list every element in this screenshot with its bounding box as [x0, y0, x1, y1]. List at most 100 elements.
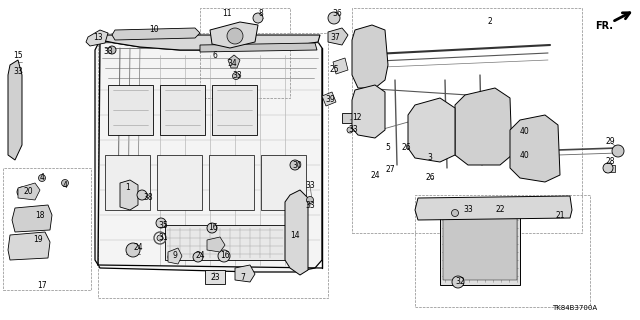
Text: 30: 30 — [292, 161, 302, 170]
Polygon shape — [408, 98, 455, 162]
Polygon shape — [352, 25, 388, 88]
Text: 33: 33 — [305, 201, 315, 210]
Circle shape — [290, 160, 300, 170]
Polygon shape — [352, 85, 385, 138]
Polygon shape — [285, 190, 308, 275]
Text: 24: 24 — [195, 251, 205, 260]
Text: TK84B3700A: TK84B3700A — [552, 305, 598, 311]
Bar — [157, 155, 202, 210]
Text: 33: 33 — [305, 180, 315, 189]
Polygon shape — [207, 237, 225, 252]
Circle shape — [515, 153, 525, 163]
Text: 23: 23 — [210, 274, 220, 283]
Circle shape — [137, 190, 147, 200]
Text: FR.: FR. — [595, 21, 613, 31]
Circle shape — [126, 243, 140, 257]
Bar — [3, 168, 91, 290]
Text: 7: 7 — [241, 274, 245, 283]
Text: 29: 29 — [605, 138, 615, 147]
Polygon shape — [95, 40, 322, 272]
Text: 27: 27 — [385, 165, 395, 174]
Circle shape — [157, 235, 163, 241]
Text: 6: 6 — [212, 51, 218, 60]
Bar — [443, 218, 517, 280]
Text: 38: 38 — [143, 194, 153, 203]
Polygon shape — [18, 183, 40, 200]
Bar — [352, 8, 582, 233]
Bar — [415, 195, 590, 307]
Polygon shape — [210, 22, 258, 48]
Text: 21: 21 — [556, 211, 564, 220]
Circle shape — [193, 252, 203, 262]
Text: 24: 24 — [133, 244, 143, 252]
Text: 33: 33 — [463, 205, 473, 214]
Text: 39: 39 — [325, 95, 335, 105]
Text: 26: 26 — [425, 173, 435, 182]
Bar — [160, 85, 205, 135]
Polygon shape — [510, 115, 560, 182]
Circle shape — [515, 130, 525, 140]
Bar — [18, 210, 46, 228]
Bar — [440, 215, 520, 285]
Text: 28: 28 — [605, 157, 615, 166]
Text: 1: 1 — [125, 182, 131, 191]
Circle shape — [451, 210, 458, 217]
Circle shape — [17, 187, 27, 197]
Circle shape — [156, 218, 166, 228]
Bar — [605, 165, 615, 172]
Polygon shape — [322, 92, 336, 106]
Text: 31: 31 — [158, 234, 168, 243]
Polygon shape — [168, 248, 182, 264]
Polygon shape — [8, 60, 22, 160]
Polygon shape — [455, 88, 512, 165]
Text: 3: 3 — [428, 154, 433, 163]
Polygon shape — [12, 205, 52, 232]
Circle shape — [612, 145, 624, 157]
Text: 20: 20 — [23, 188, 33, 196]
Text: 19: 19 — [33, 236, 43, 244]
Text: 36: 36 — [332, 9, 342, 18]
Polygon shape — [415, 196, 572, 220]
Circle shape — [207, 223, 217, 233]
Circle shape — [38, 174, 45, 181]
Text: 33: 33 — [232, 70, 242, 79]
Text: 22: 22 — [495, 205, 505, 214]
Text: 13: 13 — [93, 34, 103, 43]
Bar — [358, 38, 378, 58]
Polygon shape — [86, 30, 108, 46]
Text: 35: 35 — [158, 220, 168, 229]
Polygon shape — [235, 265, 255, 282]
Circle shape — [232, 73, 239, 79]
Circle shape — [328, 12, 340, 24]
Circle shape — [61, 180, 68, 187]
Text: 2: 2 — [488, 18, 492, 27]
Polygon shape — [333, 58, 348, 74]
Bar — [358, 62, 378, 80]
Text: 11: 11 — [222, 9, 232, 18]
Text: 8: 8 — [259, 9, 264, 18]
Text: 9: 9 — [173, 251, 177, 260]
Polygon shape — [120, 180, 138, 210]
Text: 33: 33 — [103, 47, 113, 57]
Circle shape — [347, 127, 353, 133]
Circle shape — [253, 13, 263, 23]
Bar — [522, 128, 550, 150]
Text: 32: 32 — [455, 277, 465, 286]
Bar — [261, 155, 306, 210]
Bar — [460, 135, 500, 157]
Text: 40: 40 — [520, 127, 530, 137]
Bar — [98, 33, 328, 298]
Text: 25: 25 — [329, 66, 339, 75]
Text: 15: 15 — [13, 51, 23, 60]
Text: 17: 17 — [37, 281, 47, 290]
Text: 5: 5 — [385, 143, 390, 153]
Bar — [165, 225, 285, 260]
Circle shape — [452, 276, 464, 288]
Circle shape — [218, 250, 230, 262]
Text: 33: 33 — [348, 125, 358, 134]
Polygon shape — [328, 28, 348, 45]
Circle shape — [108, 46, 116, 54]
Text: 40: 40 — [520, 150, 530, 159]
Text: 12: 12 — [352, 114, 362, 123]
Bar — [212, 85, 257, 135]
